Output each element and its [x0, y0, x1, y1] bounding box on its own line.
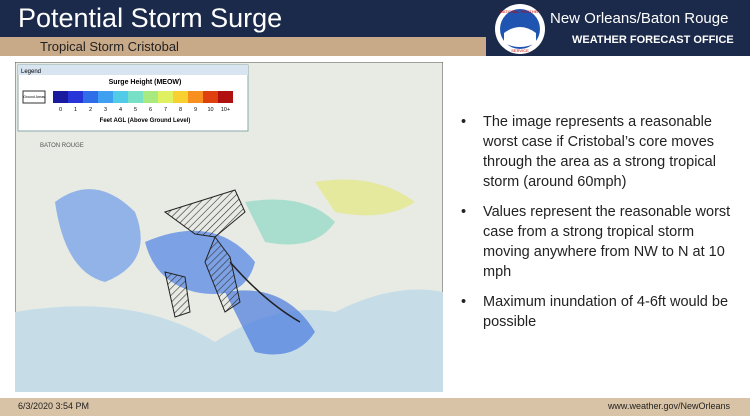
office-name: New Orleans/Baton Rouge: [550, 10, 729, 27]
bullet: Values represent the reasonable worst ca…: [455, 202, 740, 282]
legend-tick: 2: [89, 107, 92, 113]
legend-swatch: [218, 91, 233, 103]
subtitle-bar: [0, 37, 486, 56]
legend-tick: 5: [134, 107, 137, 113]
legend-tick: 3: [104, 107, 107, 113]
legend-tick: 9: [194, 107, 197, 113]
legend-tick: 7: [164, 107, 167, 113]
legend-tick: 4: [119, 107, 122, 113]
legend-tick: 8: [179, 107, 182, 113]
legend-swatch: [83, 91, 98, 103]
legend-swatch: [113, 91, 128, 103]
legend-axis-label: Feet AGL (Above Ground Level): [100, 118, 191, 124]
legend-tick: 0: [59, 107, 62, 113]
legend-tick: 1: [74, 107, 77, 113]
legend-swatch: [188, 91, 203, 103]
logo-text: NATIONAL WEATHER: [500, 9, 540, 14]
footer-bar: [0, 398, 750, 416]
title: Potential Storm Surge: [18, 3, 283, 33]
place-label: BATON ROUGE: [40, 143, 84, 149]
legend-title: Legend: [21, 69, 41, 75]
legend-swatch: [173, 91, 188, 103]
bullet: Maximum inundation of 4-6ft would be pos…: [455, 292, 740, 332]
legend-tick: 10: [207, 107, 213, 113]
office-type: WEATHER FORECAST OFFICE: [572, 34, 734, 46]
legend-swatch: [203, 91, 218, 103]
legend-heading: Surge Height (MEOW): [109, 79, 182, 86]
legend-swatch: [53, 91, 68, 103]
legend-swatch: [128, 91, 143, 103]
footer-date: 6/3/2020 3:54 PM: [18, 401, 90, 411]
legend-swatch: [68, 91, 83, 103]
legend-swatch: [143, 91, 158, 103]
bullet: The image represents a reasonable worst …: [455, 112, 740, 192]
bullet-list: The image represents a reasonable worst …: [455, 112, 740, 342]
subtitle: Tropical Storm Cristobal: [40, 39, 179, 54]
legend-scale: 0 1 2 3 4 5 6 7 8 9 10 10+: [53, 91, 233, 113]
legend-swatch: [158, 91, 173, 103]
ground-label: Ground Areas: [23, 95, 45, 99]
logo-text: SERVICE: [511, 48, 529, 53]
legend-tick: 10+: [221, 107, 230, 113]
legend-tick: 6: [149, 107, 152, 113]
surge-map: BATON ROUGE Legend Surge Height (MEOW) G…: [15, 62, 443, 392]
legend-swatch: [98, 91, 113, 103]
nws-logo: NATIONAL WEATHER SERVICE: [495, 4, 545, 54]
footer-url: www.weather.gov/NewOrleans: [607, 401, 730, 411]
